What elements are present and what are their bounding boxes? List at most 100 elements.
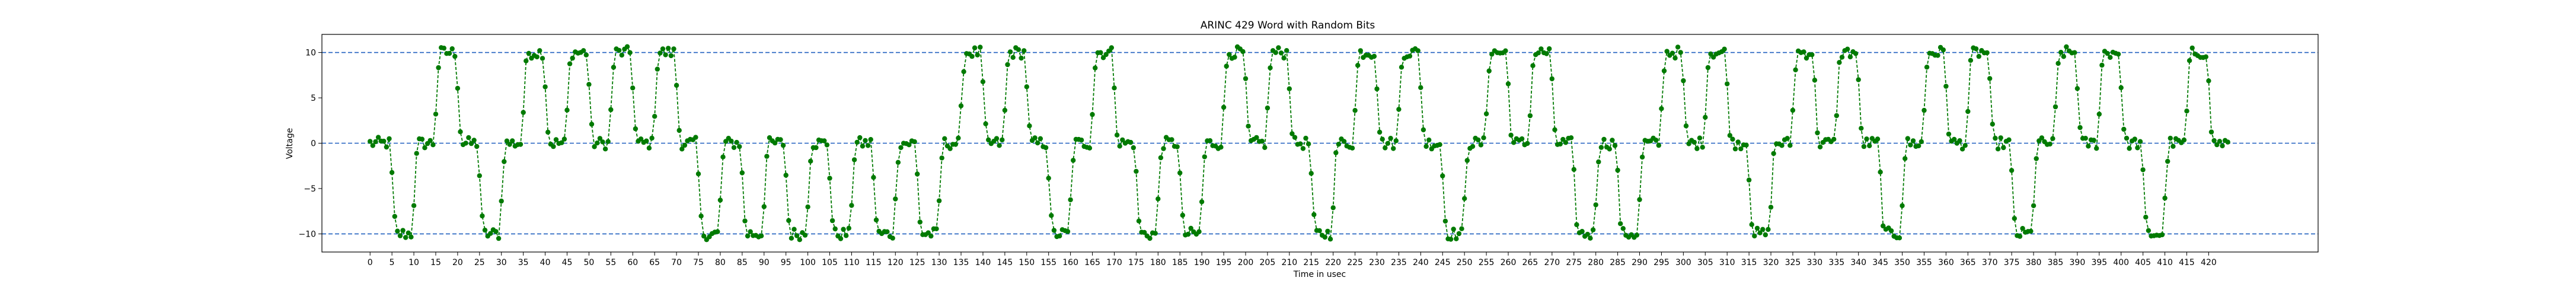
x-tick-label: 295 (1654, 258, 1670, 267)
data-point (660, 46, 666, 52)
data-point (1993, 135, 1998, 141)
data-point (1202, 154, 1208, 160)
data-point (449, 46, 455, 52)
data-point (646, 145, 652, 151)
data-point (1588, 235, 1593, 241)
data-point (1530, 63, 1536, 68)
data-point (780, 142, 786, 148)
data-point (742, 218, 748, 224)
data-point (1952, 136, 1957, 142)
data-point (2208, 129, 2214, 135)
data-point (1593, 202, 1598, 208)
data-point (928, 233, 934, 239)
data-point (1188, 225, 1193, 231)
data-point (1837, 60, 1842, 65)
data-point (1725, 81, 1730, 87)
data-point (789, 235, 794, 241)
data-point (1527, 113, 1533, 119)
data-point (561, 136, 567, 142)
data-point (570, 55, 575, 61)
data-point (381, 138, 387, 144)
data-point (1834, 113, 1839, 119)
data-point (1552, 127, 1557, 132)
data-point (663, 52, 668, 58)
data-point (679, 146, 685, 152)
data-point (466, 135, 471, 141)
data-point (1639, 154, 1645, 160)
data-point (507, 142, 512, 147)
data-point (1374, 86, 1380, 92)
data-point (1519, 136, 1525, 142)
data-point (824, 142, 830, 148)
data-point (583, 52, 589, 58)
x-tick-label: 25 (474, 258, 485, 267)
chart-title: ARINC 429 Word with Random Bits (1201, 20, 1375, 31)
y-tick-label: −5 (304, 184, 316, 194)
x-tick-label: 385 (2048, 258, 2064, 267)
data-point (729, 138, 734, 144)
data-point (2186, 58, 2192, 63)
data-point (504, 138, 510, 144)
data-point (783, 173, 789, 178)
data-point (1421, 127, 1426, 133)
data-point (2225, 139, 2230, 145)
data-point (1454, 236, 1459, 241)
data-point (384, 144, 390, 150)
data-point (868, 137, 873, 142)
data-point (1678, 50, 1683, 55)
data-point (1093, 65, 1098, 71)
data-point (1032, 135, 1038, 141)
x-tick-label: 185 (1172, 258, 1188, 267)
data-point (617, 47, 622, 53)
data-point (698, 213, 704, 219)
x-tick-label: 50 (583, 258, 594, 267)
data-point (2086, 144, 2091, 149)
data-point (1333, 150, 1339, 155)
x-tick-label: 225 (1347, 258, 1363, 267)
x-tick-label: 285 (1610, 258, 1626, 267)
data-point (1878, 170, 1883, 175)
x-tick-label: 235 (1391, 258, 1407, 267)
data-point (1287, 86, 1292, 91)
data-point (1845, 46, 1850, 52)
data-point (644, 138, 649, 144)
x-tick-label: 180 (1150, 258, 1166, 267)
data-point (1847, 54, 1853, 60)
data-point (1199, 199, 1205, 205)
data-point (1049, 213, 1054, 218)
data-point (2162, 195, 2168, 201)
data-point (1207, 138, 1213, 144)
data-point (1196, 229, 1202, 234)
data-point (969, 53, 975, 59)
data-point (2083, 136, 2088, 141)
data-point (1525, 141, 1530, 146)
data-point (1508, 132, 1514, 138)
data-point (542, 84, 548, 90)
data-point (1768, 205, 1774, 210)
data-point (1371, 53, 1377, 59)
data-point (2096, 111, 2102, 117)
data-point (496, 235, 502, 241)
plot-area-frame (321, 34, 2319, 253)
data-point (392, 213, 397, 219)
data-point (1090, 111, 1095, 117)
x-tick-label: 75 (693, 258, 704, 267)
data-point (1393, 138, 1399, 144)
data-point (463, 141, 468, 146)
data-point (841, 227, 846, 232)
data-point (1881, 223, 1886, 229)
data-point (1634, 232, 1640, 238)
data-point (1694, 146, 1700, 151)
data-point (1358, 48, 1363, 53)
data-point (551, 144, 556, 149)
data-point (2211, 138, 2217, 144)
data-point (1278, 50, 1284, 56)
data-point (1905, 136, 1910, 141)
x-tick-label: 290 (1632, 258, 1648, 267)
x-tick-label: 30 (496, 258, 507, 267)
data-point (633, 126, 639, 132)
data-point (1180, 212, 1186, 218)
data-point (1016, 47, 1022, 52)
x-tick-label: 150 (1019, 258, 1035, 267)
data-point (397, 233, 403, 238)
